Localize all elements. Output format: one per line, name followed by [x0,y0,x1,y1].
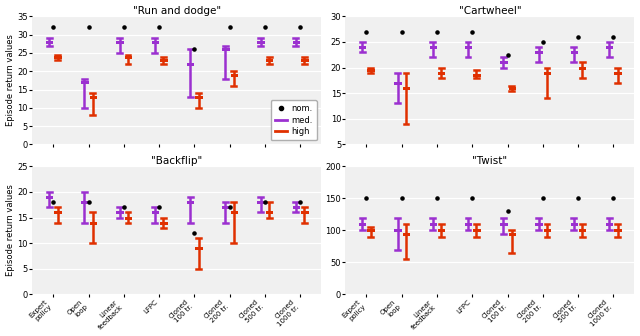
Title: "Twist": "Twist" [472,156,508,166]
Title: "Backflip": "Backflip" [151,156,202,166]
Y-axis label: Episode return values: Episode return values [6,35,15,126]
Title: "Cartwheel": "Cartwheel" [459,6,521,15]
Y-axis label: Episode return values: Episode return values [6,184,15,276]
Title: "Run and dodge": "Run and dodge" [132,6,221,15]
Legend: nom., med., high: nom., med., high [271,100,317,140]
